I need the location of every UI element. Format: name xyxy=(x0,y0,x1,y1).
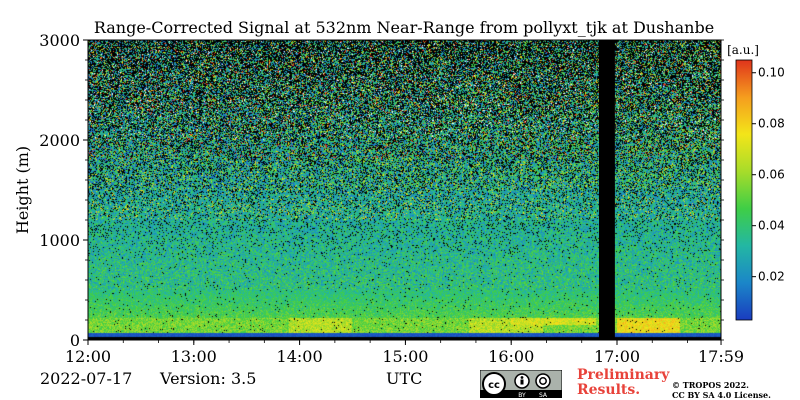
copyright-notice: © TROPOS 2022. CC BY SA 4.0 License. xyxy=(672,380,771,400)
preliminary-results-label: Preliminary Results. xyxy=(577,368,669,398)
preliminary-line-1: Preliminary xyxy=(577,367,670,383)
cc-logo-icon xyxy=(482,372,506,396)
preliminary-line-2: Results. xyxy=(577,382,641,398)
plot-area xyxy=(87,39,722,341)
y-tick-label: 0 xyxy=(70,331,80,350)
heatmap-raster xyxy=(88,40,721,340)
colorbar-gradient xyxy=(735,59,753,321)
colorbar-tick-label: 0.04 xyxy=(758,219,785,233)
colorbar: [a.u.] 0.02 0.04 0.06 0.08 0.10 xyxy=(727,43,785,321)
colorbar-tick-label: 0.06 xyxy=(758,168,785,182)
x-tick-label: 17:00 xyxy=(594,347,640,366)
y-tick-label: 2000 xyxy=(39,131,80,150)
y-tick-label: 1000 xyxy=(39,231,80,250)
date-label: 2022-07-17 xyxy=(40,369,133,388)
colorbar-tick-label: 0.02 xyxy=(758,270,785,284)
cc-license-badge: cc BY SA xyxy=(480,370,562,398)
x-tick-label: 13:00 xyxy=(171,347,217,366)
cc-sa-icon xyxy=(535,373,551,389)
x-tick-label: 14:00 xyxy=(277,347,323,366)
data-gap-band xyxy=(599,40,615,340)
copyright-line-2: CC BY SA 4.0 License. xyxy=(672,390,771,400)
colorbar-label: [a.u.] xyxy=(727,43,759,57)
colorbar-ticks: 0.02 0.04 0.06 0.08 0.10 xyxy=(752,66,785,284)
colorbar-tick-label: 0.08 xyxy=(758,117,785,131)
x-axis-unit-label: UTC xyxy=(386,369,423,388)
cc-sa-label: SA xyxy=(539,392,548,398)
copyright-line-1: © TROPOS 2022. xyxy=(672,380,749,390)
x-tick-label: 15:00 xyxy=(382,347,428,366)
x-tick-label: 16:00 xyxy=(488,347,534,366)
cc-by-label: BY xyxy=(518,392,526,398)
y-tick-label: 3000 xyxy=(39,31,80,50)
version-label: Version: 3.5 xyxy=(160,369,257,388)
x-axis: 12:00 13:00 14:00 15:00 16:00 17:00 17:59 xyxy=(65,40,744,366)
y-axis-label: Height (m) xyxy=(13,146,32,234)
svg-text:cc: cc xyxy=(488,380,500,391)
x-tick-label: 12:00 xyxy=(65,347,111,366)
chart-title: Range-Corrected Signal at 532nm Near-Ran… xyxy=(94,18,714,37)
plot-frame xyxy=(87,39,722,341)
colorbar-tick-label: 0.10 xyxy=(758,66,785,80)
x-tick-label: 17:59 xyxy=(698,347,744,366)
y-axis: 0 1000 2000 3000 xyxy=(39,31,724,350)
